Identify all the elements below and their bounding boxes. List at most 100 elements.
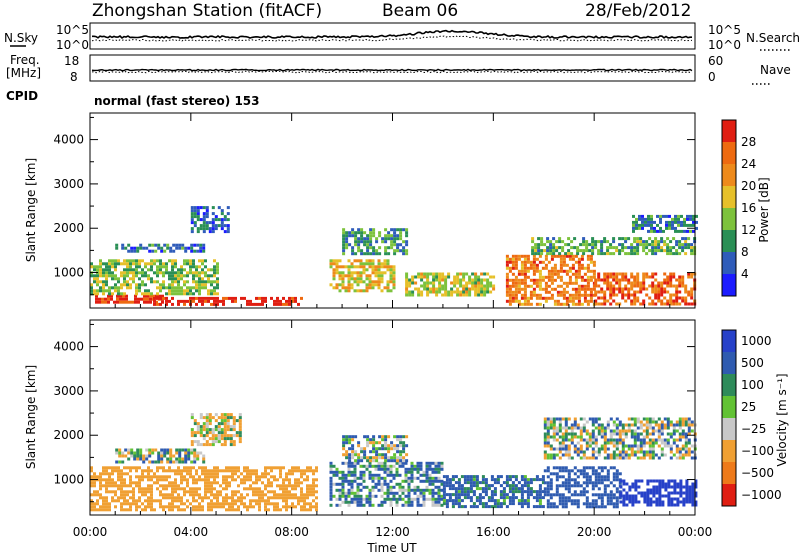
heatmap-cell-vel-6	[606, 469, 610, 473]
heatmap-cell-vel-0	[285, 493, 288, 497]
heatmap-cell-vel-1	[121, 454, 125, 458]
heatmap-cell-power-10	[654, 246, 658, 250]
heatmap-cell-vel-8	[678, 438, 682, 442]
heatmap-cell-vel-0	[174, 499, 177, 503]
heatmap-cell-power-0	[98, 300, 101, 304]
heatmap-cell-vel-3	[440, 461, 444, 465]
heatmap-cell-power-8	[511, 299, 515, 303]
heatmap-cell-vel-0	[204, 496, 207, 500]
heatmap-cell-vel-0	[174, 487, 177, 491]
heatmap-cell-vel-3	[407, 497, 411, 501]
heatmap-cell-vel-0	[213, 502, 216, 506]
heatmap-cell-vel-8	[648, 450, 652, 454]
heatmap-cell-power-2	[216, 286, 219, 290]
heatmap-cell-vel-6	[555, 466, 559, 470]
heatmap-cell-power-9	[663, 272, 667, 276]
heatmap-cell-power-5	[389, 265, 393, 269]
heatmap-cell-power-7	[423, 287, 427, 291]
heatmap-cell-vel-6	[576, 484, 580, 488]
heatmap-cell-vel-0	[306, 484, 309, 488]
heatmap-cell-vel-1	[130, 454, 134, 458]
heatmap-cell-vel-0	[90, 493, 93, 497]
heatmap-cell-power-0	[122, 294, 125, 298]
heatmap-cell-vel-5	[445, 478, 449, 482]
heatmap-cell-vel-3	[407, 494, 411, 498]
heatmap-cell-vel-0	[129, 466, 132, 470]
heatmap-cell-power-2	[189, 289, 192, 293]
heatmap-cell-vel-5	[502, 502, 506, 506]
heatmap-cell-power-6	[354, 234, 358, 238]
heatmap-cell-power-9	[624, 284, 628, 288]
heatmap-cell-vel-4	[402, 444, 406, 448]
heatmap-cell-power-10	[687, 246, 691, 250]
heatmap-cell-power-7	[489, 290, 493, 294]
heatmap-cell-power-2	[147, 292, 150, 296]
heatmap-cell-vel-6	[606, 475, 610, 479]
colorbar-swatch	[722, 274, 736, 297]
heatmap-cell-vel-7	[682, 503, 686, 507]
heatmap-cell-vel-3	[383, 482, 387, 486]
heatmap-cell-power-8	[517, 278, 521, 282]
heatmap-cell-power-6	[405, 234, 409, 238]
heatmap-cell-power-10	[537, 249, 541, 253]
heatmap-cell-vel-7	[667, 485, 671, 489]
heatmap-cell-power-4	[190, 221, 194, 225]
heatmap-cell-power-11	[689, 217, 692, 221]
heatmap-cell-power-8	[529, 290, 533, 294]
heatmap-cell-power-2	[135, 259, 138, 263]
heatmap-cell-power-6	[390, 240, 394, 244]
heatmap-cell-vel-0	[285, 475, 288, 479]
heatmap-cell-vel-6	[567, 496, 571, 500]
heatmap-cell-power-6	[393, 228, 397, 232]
heatmap-cell-power-5	[359, 262, 363, 266]
heatmap-cell-power-8	[538, 302, 542, 306]
heatmap-cell-vel-0	[222, 475, 225, 479]
heatmap-cell-vel-0	[177, 508, 180, 512]
heatmap-cell-vel-6	[618, 472, 622, 476]
heatmap-cell-vel-3	[350, 491, 354, 495]
colorbar-tick-label: −25	[741, 422, 766, 436]
heatmap-cell-vel-0	[306, 496, 309, 500]
heatmap-cell-vel-3	[431, 503, 435, 507]
heatmap-cell-power-2	[150, 262, 153, 266]
heatmap-cell-power-8	[544, 287, 548, 291]
heatmap-cell-vel-8	[591, 456, 595, 460]
heatmap-cell-vel-7	[646, 479, 650, 483]
heatmap-cell-power-2	[207, 274, 210, 278]
heatmap-cell-vel-0	[291, 469, 294, 473]
heatmap-cell-power-1	[171, 296, 174, 300]
heatmap-cell-vel-4	[381, 438, 385, 442]
heatmap-cell-vel-0	[165, 505, 168, 509]
heatmap-cell-power-10	[651, 246, 655, 250]
heatmap-cell-vel-3	[419, 503, 423, 507]
heatmap-cell-power-5	[377, 280, 381, 284]
heatmap-cell-vel-5	[445, 505, 449, 509]
heatmap-cell-vel-6	[615, 496, 619, 500]
heatmap-cell-power-8	[589, 293, 593, 297]
heatmap-cell-power-11	[677, 220, 680, 224]
heatmap-cell-vel-5	[442, 481, 446, 485]
heatmap-cell-vel-7	[682, 485, 686, 489]
heatmap-cell-power-2	[123, 268, 126, 272]
heatmap-cell-power-7	[486, 287, 490, 291]
heatmap-cell-power-8	[523, 266, 527, 270]
heatmap-cell-vel-3	[425, 467, 429, 471]
heatmap-cell-power-8	[520, 254, 524, 258]
heatmap-cell-vel-0	[132, 487, 135, 491]
heatmap-cell-vel-3	[368, 491, 372, 495]
heatmap-cell-power-2	[201, 283, 204, 287]
heatmap-cell-power-2	[147, 268, 150, 272]
heatmap-cell-vel-0	[306, 508, 309, 512]
heatmap-cell-vel-2	[238, 413, 242, 417]
heatmap-cell-power-4	[211, 218, 215, 222]
heatmap-cell-power-2	[99, 289, 102, 293]
heatmap-cell-power-6	[351, 228, 355, 232]
heatmap-cell-vel-0	[222, 478, 225, 482]
heatmap-cell-vel-5	[448, 496, 452, 500]
heatmap-cell-vel-6	[555, 478, 559, 482]
heatmap-cell-power-10	[618, 252, 622, 256]
heatmap-cell-vel-7	[652, 488, 656, 492]
heatmap-cell-power-8	[523, 302, 527, 306]
heatmap-cell-power-10	[603, 240, 607, 244]
heatmap-cell-power-2	[186, 292, 189, 296]
